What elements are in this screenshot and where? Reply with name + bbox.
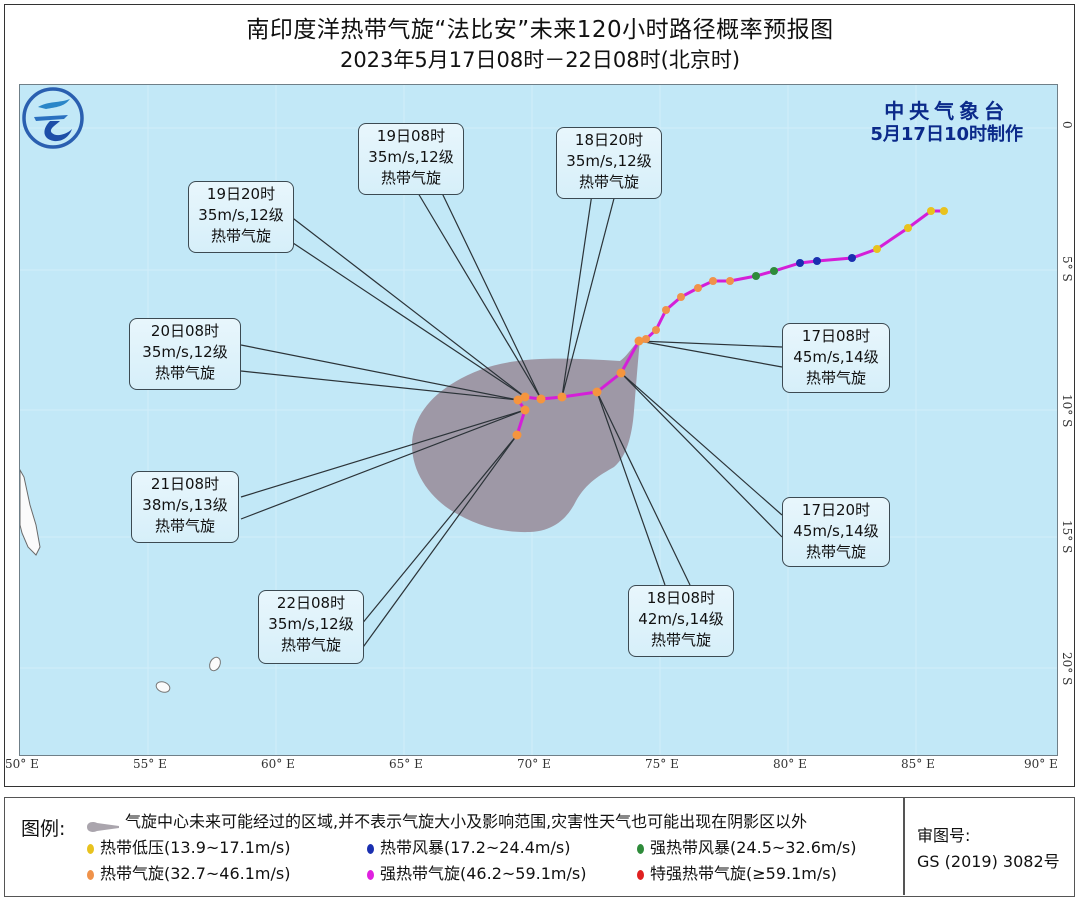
legend-item-td: 热带低压(13.9~17.1m/s) [87, 834, 290, 858]
callout-wind: 35m/s,12级 [198, 206, 284, 224]
callout-22-08[interactable]: 22日08时 35m/s,12级 热带气旋 [258, 590, 364, 664]
x-tick-60: 60° E [261, 757, 295, 771]
callout-category: 热带气旋 [280, 636, 341, 654]
callout-category: 热带气旋 [650, 631, 711, 649]
callout-17-20[interactable]: 17日20时 45m/s,14级 热带气旋 [782, 497, 890, 567]
agency-name: 中央气象台 [884, 99, 1010, 123]
tc-dot-icon [87, 870, 94, 880]
callout-wind: 35m/s,12级 [368, 148, 454, 166]
y-tick-10s: 10° S [1060, 394, 1074, 428]
y-tick-5s: 5° S [1060, 256, 1074, 282]
chart-subtitle: 2023年5月17日08时－22日08时(北京时) [339, 48, 741, 72]
issue-time: 5月17日10时制作 [870, 124, 1023, 145]
callout-20-08[interactable]: 20日08时 35m/s,12级 热带气旋 [129, 318, 241, 390]
y-tick-0: 0 [1060, 121, 1074, 129]
callout-18-08[interactable]: 18日08时 42m/s,14级 热带气旋 [628, 585, 734, 657]
callout-wind: 38m/s,13级 [142, 496, 228, 514]
callout-category: 热带气旋 [805, 543, 866, 561]
map-area[interactable]: 中央气象台 5月17日10时制作 17日08时 45m/s,14级 热带气旋 1… [19, 84, 1058, 756]
callout-wind: 45m/s,14级 [793, 348, 879, 366]
callout-time: 17日08时 [801, 327, 871, 345]
callout-time: 21日08时 [150, 475, 220, 493]
legend-item-vitc: 特强热带气旋(≥59.1m/s) [637, 860, 837, 884]
issuing-agency: 中央气象台 5月17日10时制作 [870, 99, 1023, 147]
callout-category: 热带气旋 [154, 364, 215, 382]
callout-time: 19日20时 [206, 185, 276, 203]
itc-dot-icon [367, 870, 374, 880]
legend-item-sts: 强热带风暴(24.5~32.6m/s) [637, 834, 856, 858]
callout-wind: 35m/s,12级 [566, 152, 652, 170]
x-tick-50: 50° E [5, 757, 39, 771]
sts-dot-icon [637, 844, 644, 854]
callout-time: 18日08时 [646, 589, 716, 607]
y-tick-20s: 20° S [1060, 652, 1074, 686]
callout-17-08[interactable]: 17日08时 45m/s,14级 热带气旋 [782, 323, 890, 393]
legend-cone-desc: 气旋中心未来可能经过的区域,并不表示气旋大小及影响范围,灾害性天气也可能出现在阴… [125, 812, 808, 831]
callout-wind: 35m/s,12级 [142, 343, 228, 361]
callout-category: 热带气旋 [805, 369, 866, 387]
callout-time: 22日08时 [276, 594, 346, 612]
cone-swatch-icon [87, 822, 119, 832]
callout-time: 20日08时 [150, 322, 220, 340]
callout-category: 热带气旋 [154, 517, 215, 535]
review-label: 审图号: [917, 826, 971, 845]
chart-title: 南印度洋热带气旋“法比安”未来120小时路径概率预报图 [246, 17, 834, 43]
callout-19-20[interactable]: 19日20时 35m/s,12级 热带气旋 [188, 181, 294, 253]
legend-item-tc: 热带气旋(32.7~46.1m/s) [87, 860, 290, 884]
legend-panel: 图例: 气旋中心未来可能经过的区域,并不表示气旋大小及影响范围,灾害性天气也可能… [4, 797, 1075, 897]
vitc-dot-icon [637, 870, 644, 880]
review-number: GS (2019) 3082号 [917, 852, 1060, 871]
callout-19-08[interactable]: 19日08时 35m/s,12级 热带气旋 [358, 123, 464, 195]
land-madagascar-edge [20, 468, 41, 556]
x-tick-55: 55° E [133, 757, 167, 771]
ts-dot-icon [367, 844, 374, 854]
x-tick-70: 70° E [517, 757, 551, 771]
callout-time: 18日20时 [574, 131, 644, 149]
graticule [20, 85, 1057, 755]
cma-logo-icon [22, 87, 84, 149]
callout-leaders [240, 186, 783, 651]
island-mauritius [155, 681, 171, 693]
x-tick-80: 80° E [773, 757, 807, 771]
callout-category: 热带气旋 [380, 169, 441, 187]
x-tick-90: 90° E [1024, 757, 1058, 771]
callout-time: 17日20时 [801, 501, 871, 519]
probability-cone [412, 339, 640, 533]
x-tick-65: 65° E [389, 757, 423, 771]
observed-points [642, 207, 948, 343]
map-canvas [20, 85, 1057, 755]
legend-label: 图例: [21, 818, 66, 840]
legend-item-ts: 热带风暴(17.2~24.4m/s) [367, 834, 570, 858]
legend-divider [903, 798, 905, 895]
forecast-points [512, 336, 644, 440]
callout-wind: 45m/s,14级 [793, 522, 879, 540]
callout-time: 19日08时 [376, 127, 446, 145]
island-reunion [209, 656, 221, 672]
callout-category: 热带气旋 [210, 227, 271, 245]
callout-wind: 35m/s,12级 [268, 615, 354, 633]
td-dot-icon [87, 844, 94, 854]
legend-item-itc: 强热带气旋(46.2~59.1m/s) [367, 860, 586, 884]
y-tick-15s: 15° S [1060, 520, 1074, 554]
callout-18-20[interactable]: 18日20时 35m/s,12级 热带气旋 [556, 127, 662, 199]
figure-frame [4, 4, 1075, 787]
callout-category: 热带气旋 [578, 173, 639, 191]
x-tick-85: 85° E [901, 757, 935, 771]
callout-21-08[interactable]: 21日08时 38m/s,13级 热带气旋 [131, 471, 239, 543]
callout-wind: 42m/s,14级 [638, 610, 724, 628]
x-tick-75: 75° E [645, 757, 679, 771]
